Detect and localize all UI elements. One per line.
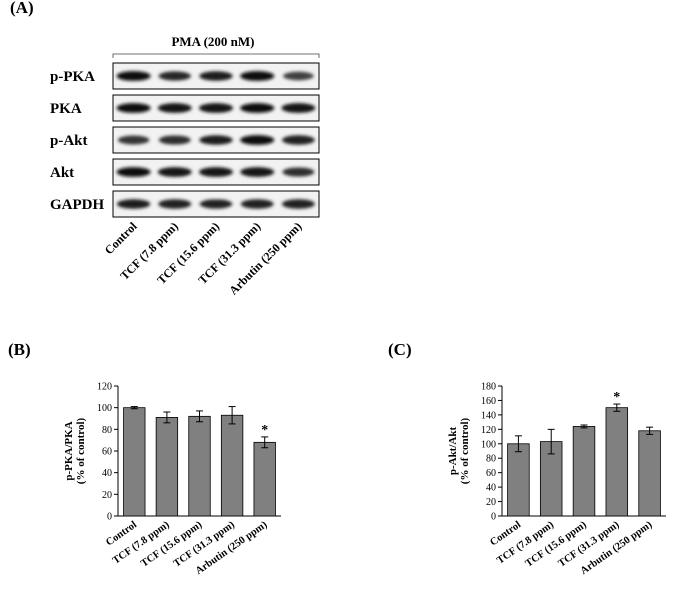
band-p-pka-lane-5 bbox=[283, 71, 314, 81]
y-axis-title: p-PKA/PKA(% of control) bbox=[63, 417, 87, 484]
y-tick-label-20: 20 bbox=[486, 497, 496, 508]
band-pka-lane-4 bbox=[240, 103, 275, 113]
y-tick-label-80: 80 bbox=[486, 454, 496, 465]
band-gapdh-lane-2 bbox=[158, 199, 192, 209]
band-gapdh-lane-3 bbox=[199, 199, 233, 209]
bar-tcf-15-6-ppm bbox=[572, 426, 596, 517]
y-tick-label-100: 100 bbox=[97, 403, 112, 414]
y-axis-title: p-Akt/Akt(% of control) bbox=[447, 417, 471, 484]
band-akt-lane-1 bbox=[116, 167, 151, 177]
lane-label-arbutin-250-ppm: Arbutin (250 ppm) bbox=[226, 219, 304, 297]
y-tick-label-0: 0 bbox=[107, 512, 112, 523]
y-tick-label-40: 40 bbox=[102, 468, 112, 479]
y-tick-label-60: 60 bbox=[486, 468, 496, 479]
bar-arbutin-250-ppm bbox=[638, 430, 661, 517]
bar-tcf-15-6-ppm bbox=[188, 415, 211, 517]
bar-tcf-7-8-ppm bbox=[155, 417, 179, 517]
y-axis-title-line: (% of control) bbox=[459, 417, 471, 484]
y-tick-label-20: 20 bbox=[102, 490, 112, 501]
y-tick-label-40: 40 bbox=[486, 483, 496, 494]
y-tick-label-100: 100 bbox=[481, 439, 496, 450]
y-axis-title-line: p-PKA/PKA bbox=[63, 421, 75, 480]
y-tick-label-140: 140 bbox=[481, 410, 496, 421]
treatment-bracket bbox=[112, 53, 320, 58]
band-pka-lane-3 bbox=[198, 103, 234, 113]
blot-row-label-akt: Akt bbox=[50, 165, 74, 181]
band-pka-lane-2 bbox=[157, 103, 192, 113]
y-tick-label-60: 60 bbox=[102, 447, 112, 458]
band-gapdh-lane-4 bbox=[240, 199, 274, 209]
band-p-pka-lane-4 bbox=[240, 71, 275, 81]
band-p-akt-lane-1 bbox=[117, 135, 150, 145]
band-p-akt-lane-3 bbox=[199, 135, 233, 145]
band-p-pka-lane-1 bbox=[116, 71, 151, 81]
significance-tcf-31-3-ppm: * bbox=[613, 390, 620, 405]
bar-control bbox=[123, 407, 146, 517]
bar-arbutin-250-ppm bbox=[253, 441, 276, 517]
panel-b-label: (B) bbox=[8, 340, 31, 359]
band-p-pka-lane-3 bbox=[199, 71, 233, 81]
bar-tcf-31-3-ppm bbox=[220, 414, 244, 517]
y-tick-label-160: 160 bbox=[481, 396, 496, 407]
band-akt-lane-3 bbox=[199, 167, 233, 177]
band-akt-lane-2 bbox=[157, 167, 192, 177]
panel-c-label: (C) bbox=[388, 340, 412, 359]
blot-row-label-p-pka: p-PKA bbox=[50, 69, 95, 85]
band-akt-lane-5 bbox=[282, 167, 315, 177]
blot-row-label-gapdh: GAPDH bbox=[50, 197, 104, 213]
y-tick-label-120: 120 bbox=[97, 382, 112, 393]
blot-row-label-pka: PKA bbox=[50, 101, 82, 117]
y-axis-title-line: (% of control) bbox=[75, 417, 87, 484]
y-tick-label-120: 120 bbox=[481, 425, 496, 436]
y-tick-label-0: 0 bbox=[491, 512, 496, 523]
y-axis-title-line: p-Akt/Akt bbox=[447, 427, 459, 476]
significance-arbutin-250-ppm: * bbox=[261, 423, 268, 438]
band-p-pka-lane-2 bbox=[158, 71, 192, 81]
bar-tcf-31-3-ppm bbox=[605, 407, 629, 517]
band-akt-lane-4 bbox=[240, 167, 275, 177]
lane-label-control: Control bbox=[102, 219, 140, 257]
band-pka-lane-1 bbox=[116, 103, 151, 113]
chart-p-akt-ratio: 0 20 40 60 80 100 120 140 160 180 p-Akt/Akt(% of c… bbox=[447, 382, 666, 577]
panel-a-label: (A) bbox=[10, 0, 34, 17]
band-p-akt-lane-4 bbox=[240, 135, 275, 145]
band-gapdh-lane-1 bbox=[116, 199, 151, 209]
western-blot: PMA (200 nM) p-PKA PKA p-Akt Akt GAPDH Control… bbox=[50, 34, 320, 297]
y-tick-label-80: 80 bbox=[102, 425, 112, 436]
bar-control bbox=[507, 443, 530, 517]
band-p-akt-lane-5 bbox=[281, 135, 315, 145]
band-pka-lane-5 bbox=[281, 103, 316, 113]
band-p-akt-lane-2 bbox=[158, 135, 191, 145]
y-tick-label-180: 180 bbox=[481, 382, 496, 393]
band-gapdh-lane-5 bbox=[281, 199, 315, 209]
treatment-label: PMA (200 nM) bbox=[171, 34, 254, 49]
blot-row-label-p-akt: p-Akt bbox=[50, 133, 88, 149]
